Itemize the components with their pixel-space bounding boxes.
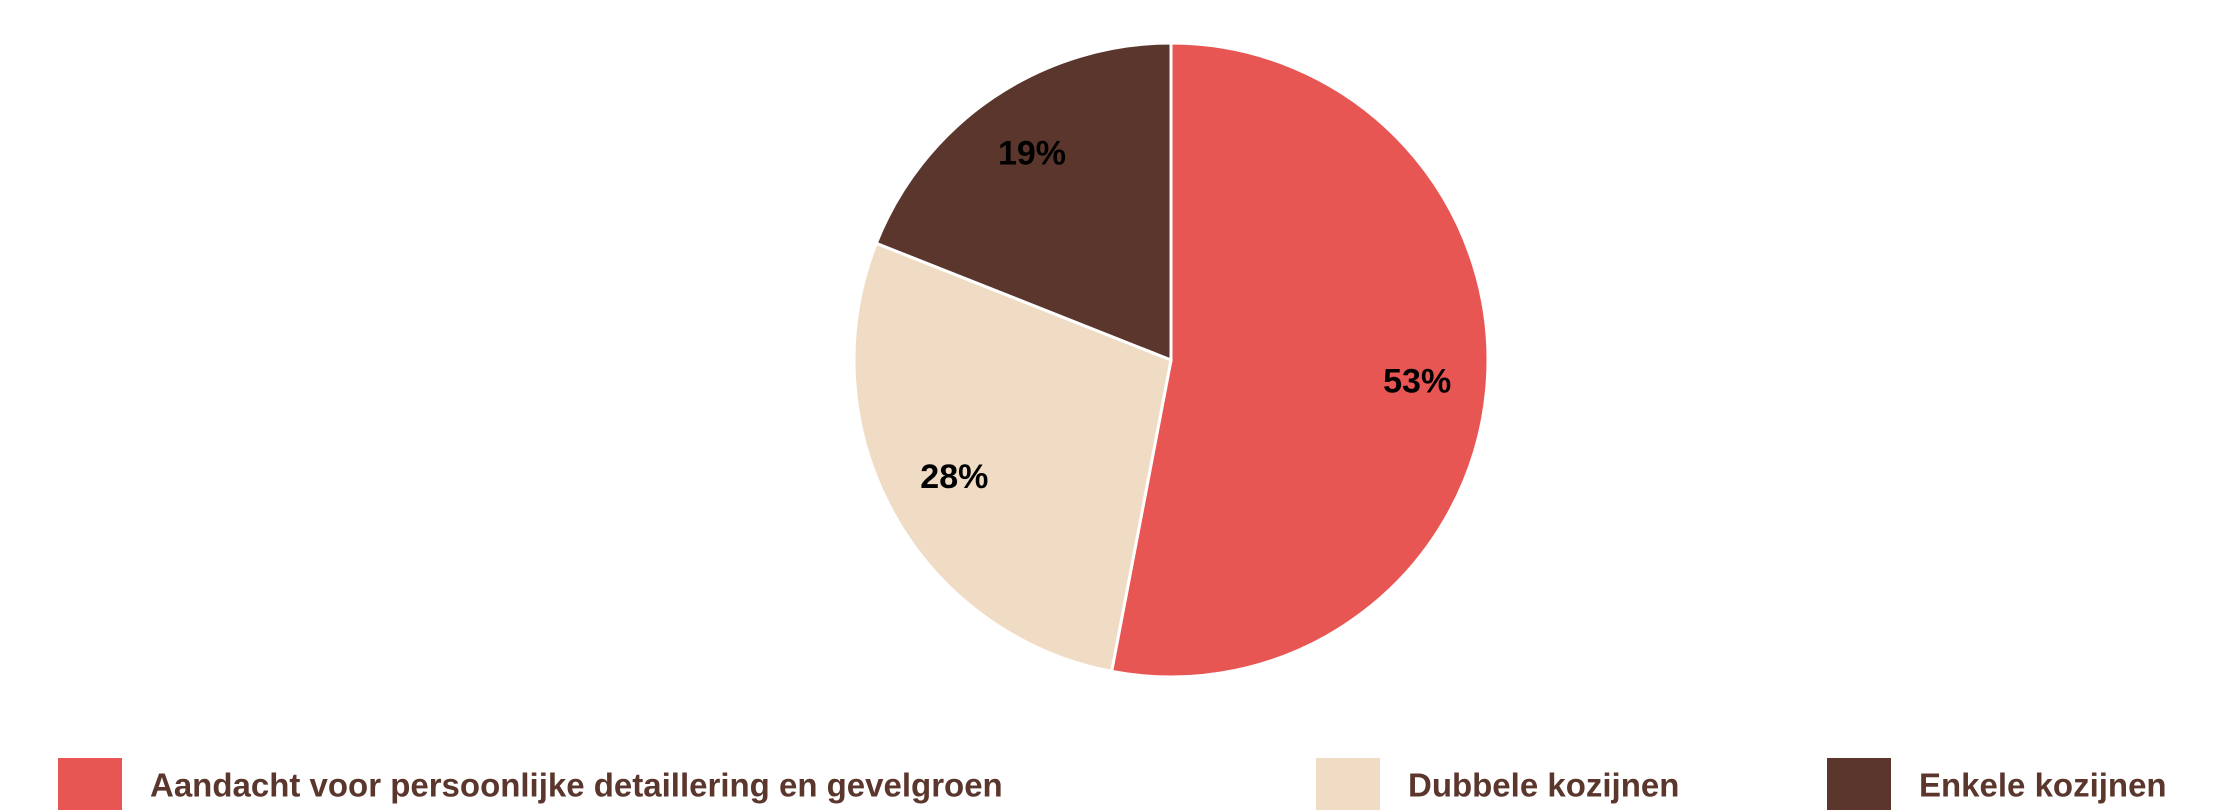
legend-label: Dubbele kozijnen [1408, 767, 1679, 804]
pie-slice [874, 41, 1173, 363]
pie-slice [1109, 41, 1490, 679]
legend-label: Enkele kozijnen [1919, 767, 2167, 804]
legend-swatch [1827, 758, 1891, 810]
data-label: 28% [920, 458, 988, 496]
legend-swatch [1316, 758, 1380, 810]
data-label: 53% [1383, 362, 1451, 400]
data-label: 19% [998, 134, 1066, 172]
pie-slice [852, 241, 1173, 674]
legend-label: Aandacht voor persoonlijke detaillering … [150, 767, 1003, 804]
legend-swatch [58, 758, 122, 810]
